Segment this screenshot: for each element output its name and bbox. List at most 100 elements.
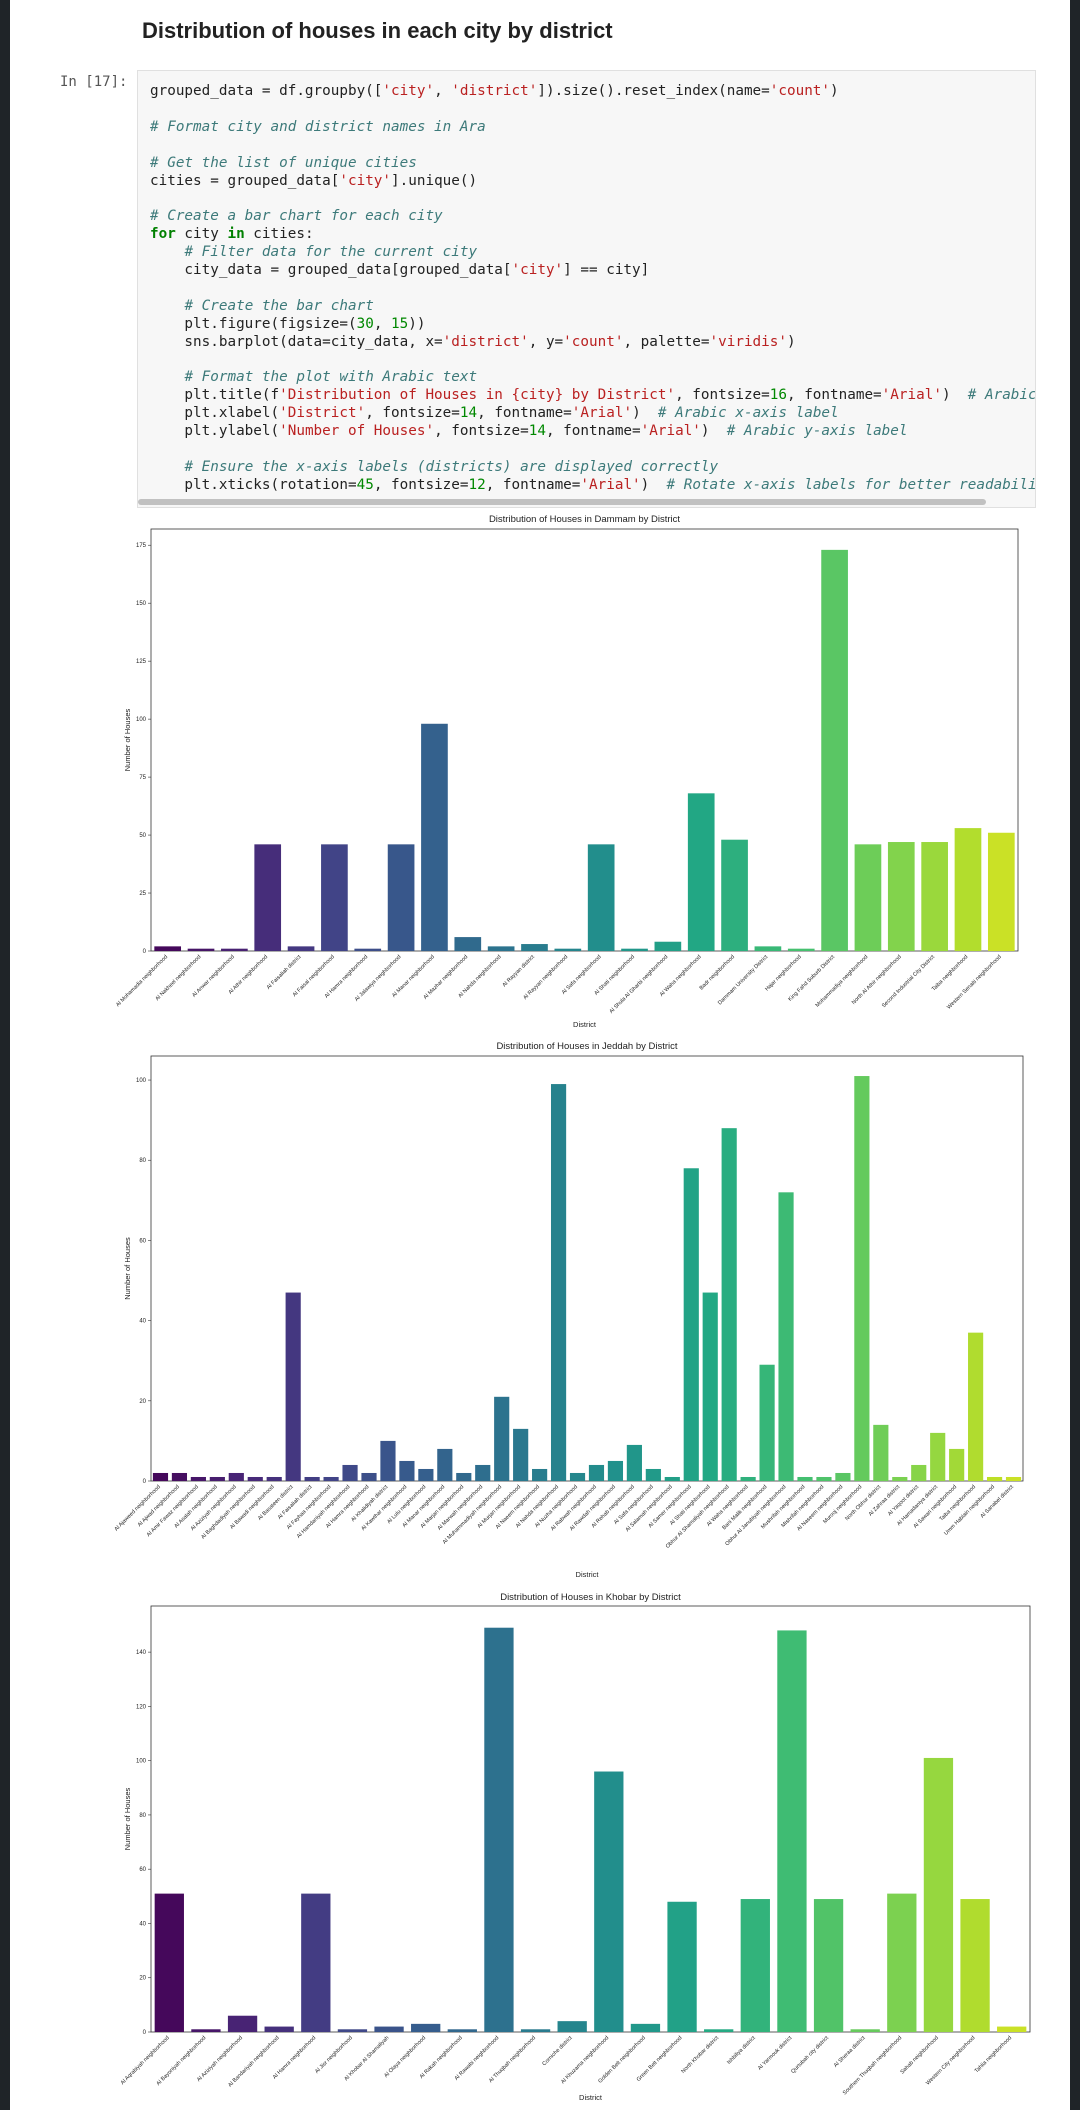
- x-tick-label: Al Hamra neighborhood: [272, 2035, 317, 2080]
- code-line: plt.figure(figsize=(30, 15)): [150, 315, 426, 332]
- bar: [380, 1440, 396, 1481]
- code-block: # Format the plot with Arabic text plt.t…: [150, 369, 1035, 441]
- bar: [456, 1472, 472, 1481]
- bar: [892, 1476, 908, 1481]
- y-tick-label: 60: [139, 1867, 146, 1873]
- x-tick-label: Al Basateen district: [257, 1484, 295, 1522]
- bar: [321, 844, 348, 951]
- bar: [323, 1476, 339, 1481]
- bar: [487, 946, 515, 951]
- code: grouped_data = df.groupby(['city', 'dist…: [150, 83, 1036, 507]
- bar: [227, 2015, 258, 2032]
- y-tick-label: 125: [136, 659, 147, 665]
- prompt: In [17]:: [60, 74, 128, 90]
- x-tick-label: Al Rayyan district: [502, 954, 537, 989]
- y-tick-label: 75: [139, 775, 146, 781]
- bar: [221, 948, 248, 951]
- bar: [721, 1128, 737, 1481]
- bar: [209, 1476, 225, 1481]
- code-block: grouped_data = df.groupby(['city', 'dist…: [150, 83, 1035, 101]
- code-line: city_data = grouped_data[grouped_data['c…: [150, 262, 650, 279]
- bar: [777, 1630, 807, 2032]
- scrollbar[interactable]: [138, 499, 986, 505]
- bar: [361, 1472, 377, 1481]
- bar: [587, 844, 615, 951]
- bar: [152, 1472, 169, 1481]
- bar: [337, 2029, 368, 2032]
- bar: [418, 1468, 434, 1481]
- bar: [721, 839, 748, 951]
- bar: [171, 1472, 188, 1481]
- code-block: # Create the bar chart plt.figure(figsiz…: [150, 297, 1035, 352]
- bar: [342, 1464, 358, 1481]
- bar: [687, 793, 715, 951]
- code-line: # Format city and district names in Ara: [150, 118, 486, 135]
- y-tick-label: 80: [139, 1813, 146, 1819]
- bar: [787, 948, 815, 951]
- code-block: # Create a bar chart for each city for ci…: [150, 208, 1035, 280]
- bar: [740, 1899, 770, 2032]
- y-tick-label: 0: [143, 2030, 147, 2036]
- bar: [190, 1476, 206, 1481]
- chart-title: Distribution of Houses in Dammam by Dist…: [489, 514, 680, 525]
- y-tick-label: 150: [136, 601, 147, 607]
- code-line: sns.barplot(data=city_data, x='district'…: [150, 333, 796, 350]
- bar: [921, 842, 948, 951]
- y-tick-label: 100: [136, 1759, 147, 1765]
- x-tick-label: Southern Thuqbah neighborhood: [842, 2035, 903, 2096]
- x-tick-label: Tahlia neighborhood: [974, 2035, 1013, 2074]
- bar: [835, 1472, 851, 1481]
- bar: [813, 1899, 844, 2032]
- bar: [264, 2026, 294, 2032]
- code-line: plt.xlabel('District', fontsize=14, font…: [150, 405, 839, 422]
- bar: [854, 844, 882, 951]
- bar: [588, 1464, 605, 1481]
- bar: [626, 1444, 642, 1481]
- bar: [421, 723, 448, 951]
- code-line: # Create the bar chart: [184, 297, 374, 314]
- code-line: for city in cities:: [150, 226, 314, 243]
- code-cell[interactable]: grouped_data = df.groupby(['city', 'dist…: [137, 70, 1036, 508]
- bar: [887, 842, 915, 951]
- x-axis-label: District: [573, 1020, 597, 1029]
- bar: [949, 1448, 965, 1481]
- code-line: # Format the plot with Arabic text: [184, 369, 478, 386]
- y-axis-label: Number of Houses: [123, 1237, 132, 1300]
- bar: [228, 1472, 244, 1481]
- bar: [667, 1901, 697, 2032]
- bar: [285, 1292, 301, 1481]
- bar: [374, 2026, 404, 2032]
- bar: [447, 2029, 477, 2032]
- x-tick-label: Taiba neighborhood: [931, 954, 969, 992]
- code-line: plt.xticks(rotation=45, fontsize=12, fon…: [150, 476, 1036, 493]
- bar: [399, 1460, 415, 1481]
- x-tick-label: Al Faisaliah district: [277, 1484, 314, 1521]
- bar: [513, 1428, 529, 1481]
- plot-frame: [150, 528, 1019, 952]
- bar: [254, 844, 282, 951]
- bar: [354, 948, 382, 951]
- bar: [754, 946, 782, 951]
- y-tick-label: 50: [139, 833, 146, 839]
- x-tick-label: Al Athir neighborhood: [228, 954, 269, 995]
- x-axis-label: District: [579, 2093, 603, 2102]
- code-block: # Get the list of unique cities cities = …: [150, 155, 1035, 191]
- x-tick-label: Al Yarmouk district: [757, 2035, 794, 2072]
- bar: [759, 1364, 775, 1481]
- bar: [621, 948, 648, 951]
- y-tick-label: 175: [136, 543, 147, 549]
- x-tick-label: Sahab neighborhood: [899, 2035, 939, 2075]
- y-tick-label: 25: [139, 891, 146, 897]
- code-line: cities = grouped_data['city'].unique(): [150, 172, 478, 189]
- bar: [520, 2029, 551, 2032]
- x-tick-label: Al Faisaliah district: [266, 954, 303, 991]
- y-tick-label: 40: [139, 1319, 146, 1325]
- bar: [854, 1076, 870, 1481]
- y-tick-label: 140: [136, 1650, 147, 1656]
- bar: [484, 1627, 514, 2032]
- x-tick-label: Corniche district: [541, 2035, 573, 2067]
- bar: [654, 941, 682, 951]
- x-tick-label: Al Jisr neighborhood: [314, 2035, 354, 2075]
- bar: [550, 1084, 567, 1481]
